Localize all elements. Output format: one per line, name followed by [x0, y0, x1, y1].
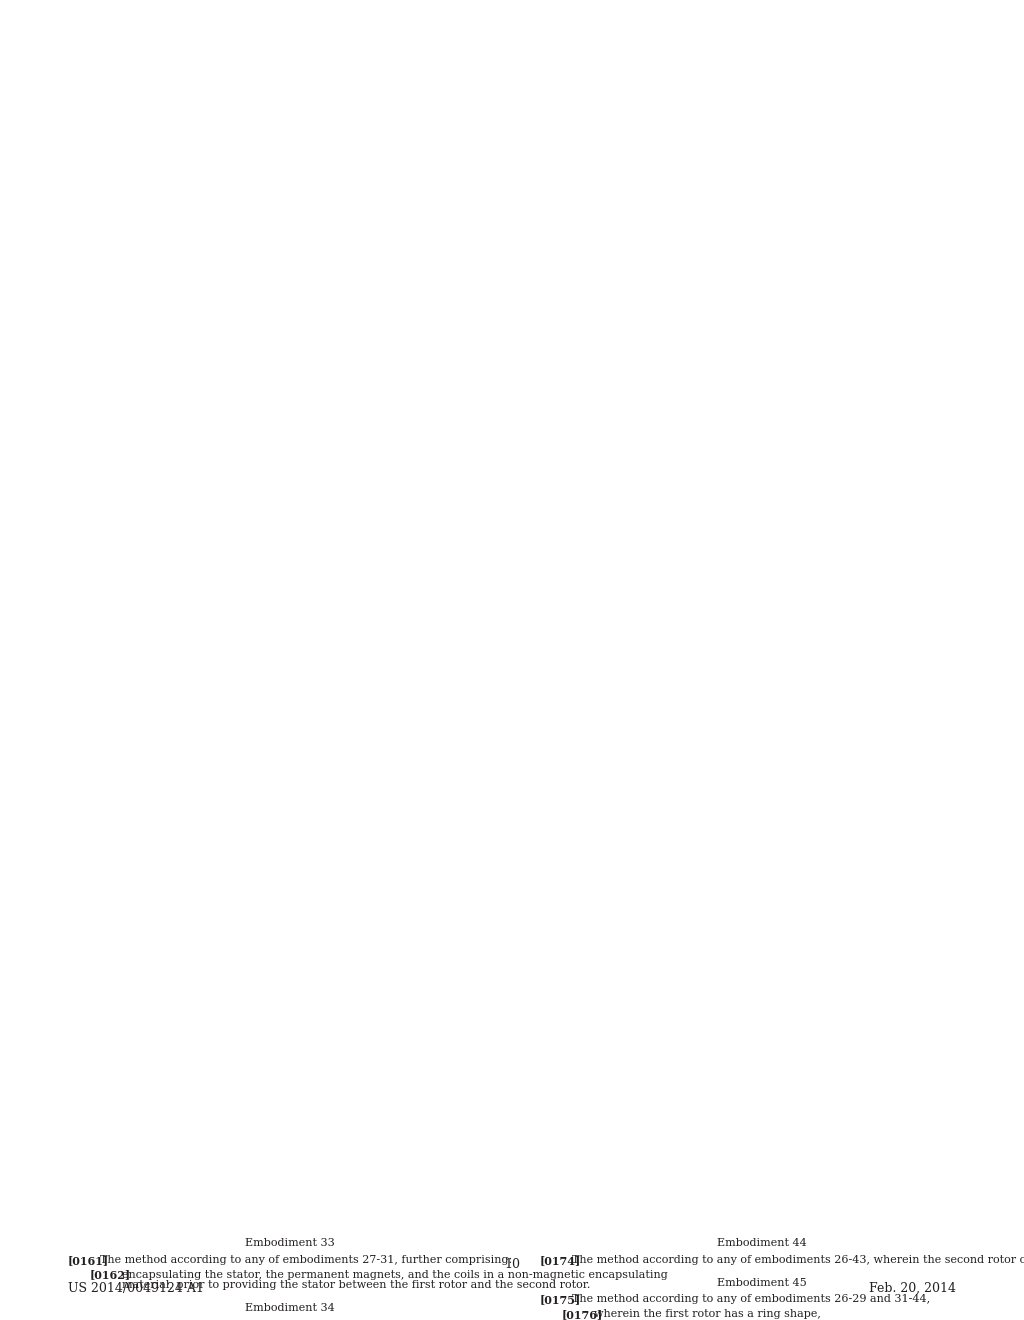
Text: Embodiment 45: Embodiment 45: [717, 1278, 807, 1287]
Text: The method according to any of embodiments 26-43, wherein the second rotor compr: The method according to any of embodimen…: [572, 1255, 1024, 1265]
Text: The method according to any of embodiments 26-29 and 31-44,: The method according to any of embodimen…: [572, 1295, 930, 1304]
Text: US 2014/0049124 A1: US 2014/0049124 A1: [68, 1282, 204, 1295]
Text: 10: 10: [504, 1258, 520, 1271]
Text: [0175]: [0175]: [540, 1295, 582, 1305]
Text: [0162]: [0162]: [90, 1270, 131, 1280]
Text: wherein the first rotor has a ring shape,: wherein the first rotor has a ring shape…: [594, 1309, 821, 1319]
Text: [0176]: [0176]: [562, 1309, 603, 1320]
Text: The method according to any of embodiments 27-31, further comprising:: The method according to any of embodimen…: [100, 1255, 512, 1265]
Text: [0174]: [0174]: [540, 1255, 582, 1266]
Text: [0161]: [0161]: [68, 1255, 110, 1266]
Text: Embodiment 34: Embodiment 34: [245, 1303, 335, 1313]
Text: Embodiment 44: Embodiment 44: [717, 1238, 807, 1247]
Text: encapsulating the stator, the permanent magnets, and the coils in a non-magnetic: encapsulating the stator, the permanent …: [122, 1270, 668, 1279]
Text: material, prior to providing the stator between the first rotor and the second r: material, prior to providing the stator …: [122, 1280, 591, 1291]
Text: Embodiment 33: Embodiment 33: [245, 1238, 335, 1247]
Text: Feb. 20, 2014: Feb. 20, 2014: [869, 1282, 956, 1295]
